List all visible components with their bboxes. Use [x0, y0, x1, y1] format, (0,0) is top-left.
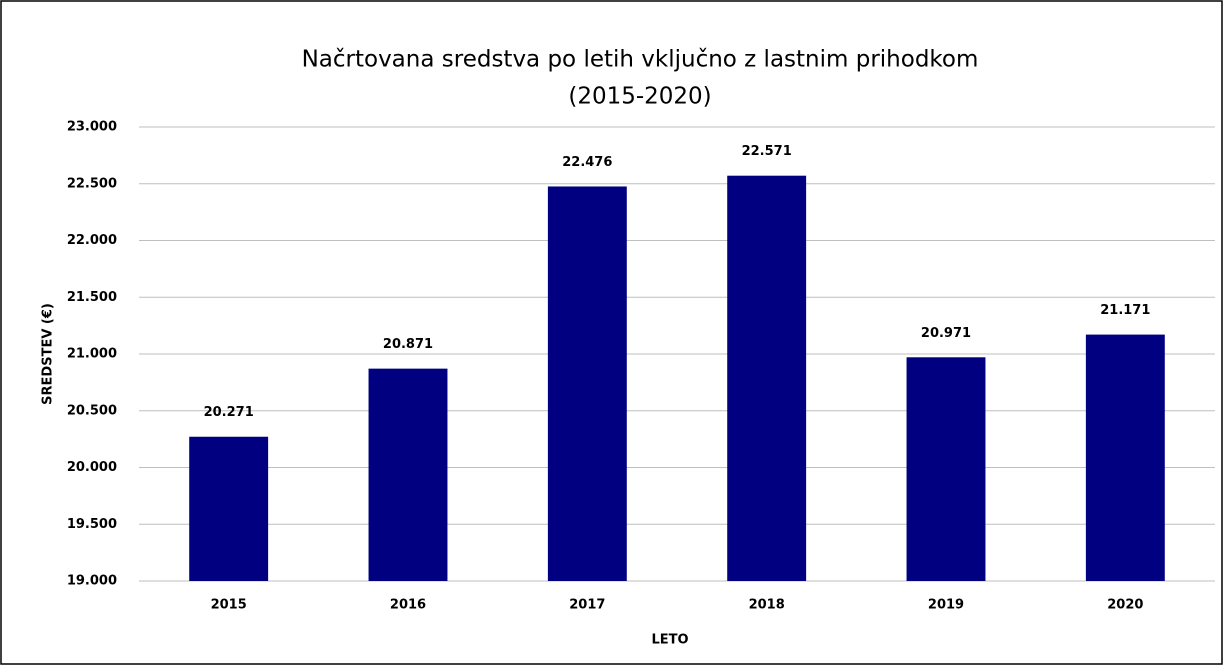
y-tick-label: 21.000 [67, 347, 117, 362]
y-tick-label: 23.000 [67, 120, 117, 135]
chart-title: (2015-2020) [568, 84, 711, 110]
y-tick-label: 20.000 [67, 460, 117, 475]
y-tick-label: 21.500 [67, 290, 117, 305]
x-tick-label: 2016 [390, 598, 426, 613]
data-label: 20.871 [383, 337, 433, 352]
bar [547, 186, 627, 581]
x-tick-label: 2017 [569, 598, 605, 613]
x-tick-label: 2019 [928, 598, 964, 613]
chart-title: Načrtovana sredstva po letih vključno z … [302, 47, 979, 73]
y-tick-label: 22.000 [67, 233, 117, 248]
y-axis-label: SREDSTEV (€) [41, 303, 56, 405]
bar [906, 357, 986, 581]
data-label: 20.271 [204, 405, 254, 420]
bar [368, 368, 448, 581]
x-tick-label: 2015 [211, 598, 247, 613]
bar [189, 436, 269, 581]
bar [727, 175, 807, 581]
y-tick-label: 22.500 [67, 176, 117, 191]
data-label: 22.476 [562, 155, 612, 170]
data-label: 20.971 [921, 326, 971, 341]
y-tick-label: 19.500 [67, 517, 117, 532]
data-label: 21.171 [1100, 303, 1150, 318]
y-tick-label: 19.000 [67, 574, 117, 589]
y-tick-label: 20.500 [67, 403, 117, 418]
x-tick-label: 2018 [749, 598, 785, 613]
bar [1085, 334, 1165, 581]
x-axis-label: LETO [651, 633, 688, 648]
data-label: 22.571 [742, 144, 792, 159]
x-tick-label: 2020 [1107, 598, 1143, 613]
